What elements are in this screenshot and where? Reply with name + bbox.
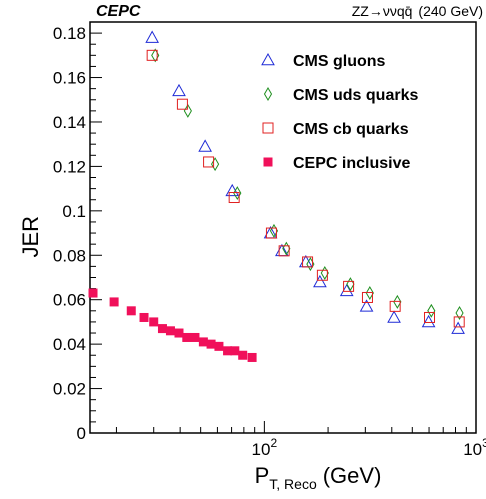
cepc-point bbox=[126, 306, 136, 316]
cepc-point bbox=[247, 352, 257, 362]
cb-point bbox=[316, 269, 328, 281]
x-axis-title-sub: T, Reco bbox=[269, 476, 317, 492]
uds-point bbox=[427, 303, 436, 318]
x-tick-exponent: 2 bbox=[270, 436, 277, 450]
gluon-point bbox=[261, 52, 275, 66]
legend-label: CEPC inclusive bbox=[293, 155, 410, 172]
legend-label: CMS gluons bbox=[293, 53, 386, 70]
gluon-point bbox=[421, 314, 436, 328]
uds-point bbox=[393, 294, 402, 309]
gluon-point bbox=[172, 83, 186, 97]
cepc-point bbox=[149, 317, 159, 327]
cb-point bbox=[265, 227, 277, 239]
uds-point bbox=[365, 286, 374, 301]
y-axis-ticks: 0 0.02 0.04 0.06 0.08 0.1 0.12 0.14 0.16 0.18 bbox=[53, 24, 102, 443]
process-label: ZZ→ννqq̄ (240 GeV) bbox=[352, 3, 483, 19]
y-tick-label: 0.16 bbox=[53, 69, 86, 88]
gluon-point bbox=[145, 30, 160, 43]
y-axis-title: JER bbox=[18, 216, 43, 258]
y-tick-label: 0.14 bbox=[53, 113, 86, 132]
plot-frame bbox=[89, 21, 477, 434]
uds-point bbox=[346, 277, 355, 292]
cepc-point bbox=[223, 346, 233, 356]
gluon-point bbox=[198, 139, 212, 152]
cepc-point bbox=[165, 326, 175, 336]
y-tick-label: 0.12 bbox=[53, 157, 86, 176]
x-tick-base: 10 bbox=[252, 440, 271, 459]
cepc-point bbox=[263, 157, 273, 167]
y-tick-label: 0 bbox=[77, 424, 86, 443]
cb-point bbox=[389, 300, 401, 312]
y-tick-label: 0.18 bbox=[53, 24, 86, 43]
cb-point bbox=[176, 98, 188, 110]
x-axis-title-unit: (GeV) bbox=[323, 463, 382, 488]
cb-point bbox=[361, 291, 373, 303]
experiment-label: CEPC bbox=[96, 3, 141, 20]
process-text: ZZ→ννqq̄ bbox=[352, 3, 413, 19]
cb-point bbox=[453, 316, 465, 328]
cepc-point bbox=[206, 339, 216, 349]
gluon-point bbox=[313, 274, 327, 288]
cepc-point bbox=[198, 337, 208, 347]
uds-point bbox=[455, 306, 464, 321]
x-tick-label: 102 bbox=[252, 436, 278, 459]
gluon-point bbox=[359, 299, 374, 312]
cb-point bbox=[302, 256, 314, 268]
cepc-point bbox=[109, 297, 119, 307]
cepc-point bbox=[190, 332, 200, 342]
cepc-point bbox=[214, 341, 224, 351]
cepc-point bbox=[157, 324, 167, 334]
cepc-point bbox=[182, 332, 192, 342]
y-tick-label: 0.04 bbox=[53, 335, 86, 354]
legend-label: CMS uds quarks bbox=[293, 87, 418, 104]
x-tick-base: 10 bbox=[463, 440, 482, 459]
y-tick-label: 0.02 bbox=[53, 380, 86, 399]
uds-point bbox=[151, 48, 160, 63]
gluon-point bbox=[451, 321, 465, 334]
x-axis-title-main: P bbox=[255, 463, 270, 488]
x-tick-label: 103 bbox=[463, 436, 486, 459]
uds-point bbox=[211, 157, 220, 172]
legend: CMS gluons CMS uds quarks CMS cb quarks CEP… bbox=[261, 52, 418, 172]
uds-point bbox=[263, 87, 273, 101]
gluon-point bbox=[298, 254, 313, 268]
uds-point bbox=[233, 186, 242, 201]
cepc-point bbox=[139, 312, 149, 322]
cepc-point bbox=[88, 288, 98, 298]
x-axis-title: PT, Reco (GeV) bbox=[255, 463, 382, 492]
x-tick-exponent: 3 bbox=[482, 436, 486, 450]
gluon-point bbox=[225, 183, 240, 197]
cb-point bbox=[278, 245, 290, 257]
data-points bbox=[88, 30, 465, 362]
cepc-point bbox=[238, 350, 248, 360]
y-tick-label: 0.1 bbox=[62, 202, 86, 221]
cb-point bbox=[262, 122, 274, 134]
cb-point bbox=[228, 192, 240, 204]
cb-point bbox=[146, 49, 158, 61]
cepc-point bbox=[174, 328, 184, 338]
x-axis-ticks: 102 103 bbox=[115, 421, 486, 459]
cb-point bbox=[424, 311, 436, 323]
legend-label: CMS cb quarks bbox=[293, 121, 409, 138]
energy-text: (240 GeV) bbox=[418, 3, 483, 19]
cb-point bbox=[203, 156, 215, 168]
y-tick-label: 0.06 bbox=[53, 291, 86, 310]
y-tick-label: 0.08 bbox=[53, 246, 86, 265]
gluon-point bbox=[387, 310, 401, 323]
cb-point bbox=[343, 280, 355, 292]
cepc-point bbox=[230, 346, 240, 356]
